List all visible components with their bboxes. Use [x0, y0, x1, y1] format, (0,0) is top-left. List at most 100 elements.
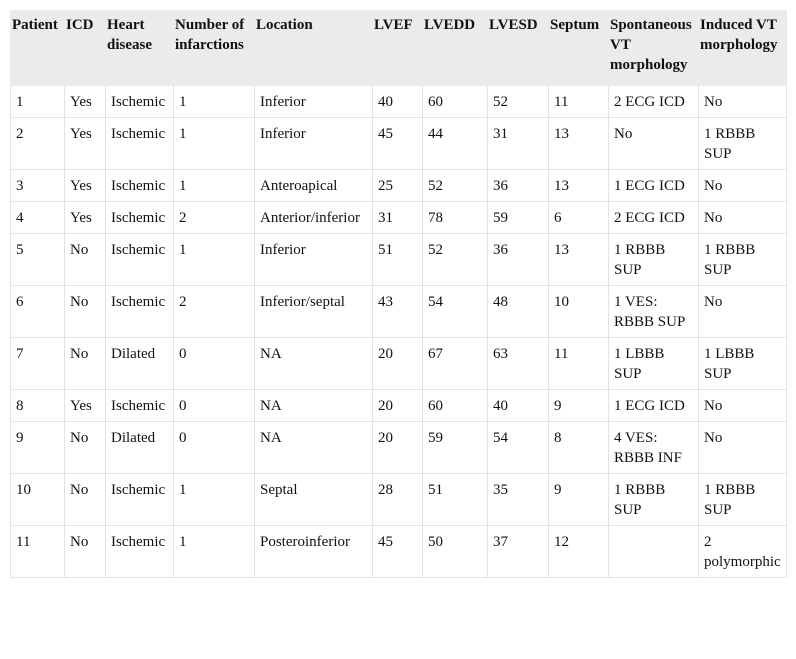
table-cell: Inferior [254, 117, 373, 170]
table-cell: 2 [173, 285, 255, 338]
table-cell: 1 [173, 473, 255, 526]
table-cell: 13 [548, 117, 609, 170]
table-cell: 50 [422, 525, 488, 578]
table-row: 3 Yes Ischemic 1 Anteroapical 25 52 36 13 1 ECG I… [10, 169, 787, 202]
table-row: 1 Yes Ischemic 1 Inferior 40 60 52 11 2 ECG ICD No [10, 85, 787, 118]
header-cell: Spontaneous VT morphology [608, 10, 699, 86]
header-cell: Septum [548, 10, 609, 86]
table-cell: Ischemic [105, 233, 174, 286]
table-cell: 51 [372, 233, 423, 286]
table-cell: Septal [254, 473, 373, 526]
table-row: 5 No Ischemic 1 Inferior 51 52 36 13 1 RBBB SUP 1 … [10, 233, 787, 286]
table-cell: 9 [548, 389, 609, 422]
table-cell: 9 [10, 421, 65, 474]
table-cell: 1 ECG ICD [608, 169, 699, 202]
table-cell: No [64, 285, 106, 338]
table-cell: 10 [10, 473, 65, 526]
table-cell: 11 [548, 85, 609, 118]
table-cell: No [64, 337, 106, 390]
table-cell: 44 [422, 117, 488, 170]
table-cell: Inferior [254, 233, 373, 286]
table-cell: 20 [372, 389, 423, 422]
header-cell: Number of infarctions [173, 10, 255, 86]
table-cell: 45 [372, 117, 423, 170]
table-cell: 1 VES: RBBB SUP [608, 285, 699, 338]
table-cell: No [64, 421, 106, 474]
table-cell: 1 [10, 85, 65, 118]
table-cell: 13 [548, 169, 609, 202]
table-cell: No [698, 169, 787, 202]
table-cell: 4 VES: RBBB INF [608, 421, 699, 474]
table-cell: 2 ECG ICD [608, 201, 699, 234]
table-cell: 9 [548, 473, 609, 526]
table-cell: Yes [64, 389, 106, 422]
table-cell: 11 [10, 525, 65, 578]
table-body: 1 Yes Ischemic 1 Inferior 40 60 52 11 2 ECG ICD No… [10, 85, 787, 578]
table-cell: 2 ECG ICD [608, 85, 699, 118]
table-cell: 7 [10, 337, 65, 390]
table-cell: 0 [173, 421, 255, 474]
table-cell: 63 [487, 337, 549, 390]
table-cell: NA [254, 421, 373, 474]
table-row: 6 No Ischemic 2 Inferior/septal 43 54 48 10 1 VES… [10, 285, 787, 338]
table-cell: 31 [487, 117, 549, 170]
table-cell: Ischemic [105, 169, 174, 202]
table-cell: Ischemic [105, 201, 174, 234]
table-cell: 43 [372, 285, 423, 338]
table-container: Patient ICD Heart disease Number of infarct… [10, 10, 787, 578]
table-cell: 1 [173, 525, 255, 578]
table-cell: Yes [64, 201, 106, 234]
table-cell: No [698, 201, 787, 234]
table-cell: 1 LBBB SUP [608, 337, 699, 390]
table-cell: 60 [422, 85, 488, 118]
table-cell: 67 [422, 337, 488, 390]
table-cell: 31 [372, 201, 423, 234]
table-cell: Ischemic [105, 285, 174, 338]
table-cell: 60 [422, 389, 488, 422]
table-cell: 8 [548, 421, 609, 474]
table-cell: 40 [372, 85, 423, 118]
data-table: Patient ICD Heart disease Number of infarct… [10, 10, 787, 578]
table-cell: 8 [10, 389, 65, 422]
table-cell: 1 RBBB SUP [608, 473, 699, 526]
table-cell: 45 [372, 525, 423, 578]
header-cell: LVEF [372, 10, 423, 86]
table-cell: 0 [173, 337, 255, 390]
table-cell: 1 RBBB SUP [608, 233, 699, 286]
table-cell: 25 [372, 169, 423, 202]
table-cell: 0 [173, 389, 255, 422]
table-cell: 2 [173, 201, 255, 234]
table-cell: 12 [548, 525, 609, 578]
table-cell: NA [254, 389, 373, 422]
header-cell: ICD [64, 10, 106, 86]
table-cell: 54 [487, 421, 549, 474]
table-row: 9 No Dilated 0 NA 20 59 54 8 4 VES: RBBB INF No [10, 421, 787, 474]
table-cell: 36 [487, 233, 549, 286]
table-cell: 20 [372, 421, 423, 474]
table-cell: 6 [10, 285, 65, 338]
table-cell: No [64, 233, 106, 286]
table-cell: No [698, 389, 787, 422]
header-cell: Patient [10, 10, 65, 86]
table-cell: Yes [64, 117, 106, 170]
table-cell: No [698, 421, 787, 474]
header-row: Patient ICD Heart disease Number of infarct… [10, 10, 787, 86]
table-cell: 2 polymorphic [698, 525, 787, 578]
table-cell: 1 [173, 85, 255, 118]
header-cell: Location [254, 10, 373, 86]
table-cell: Ischemic [105, 117, 174, 170]
table-cell: Dilated [105, 337, 174, 390]
table-cell: 20 [372, 337, 423, 390]
table-row: 2 Yes Ischemic 1 Inferior 45 44 31 13 No 1 RBBB SU… [10, 117, 787, 170]
table-cell: 2 [10, 117, 65, 170]
table-cell: Ischemic [105, 389, 174, 422]
table-row: 8 Yes Ischemic 0 NA 20 60 40 9 1 ECG ICD No [10, 389, 787, 422]
table-cell: 52 [422, 233, 488, 286]
table-cell: Anteroapical [254, 169, 373, 202]
table-cell: 40 [487, 389, 549, 422]
header-cell: LVEDD [422, 10, 488, 86]
table-cell: Inferior [254, 85, 373, 118]
table-cell: 3 [10, 169, 65, 202]
table-cell: 10 [548, 285, 609, 338]
